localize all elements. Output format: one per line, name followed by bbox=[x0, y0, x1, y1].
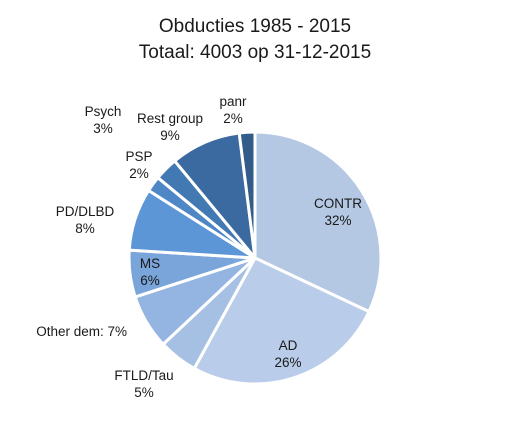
pie-labels: CONTR 32% AD 26% FTLD/Tau 5% Other dem: 7% MS 6%… bbox=[36, 94, 362, 400]
slice-label-name: FTLD/Tau bbox=[114, 368, 173, 383]
slice-label: panr 2% bbox=[219, 94, 247, 126]
slice-label-name: PSP bbox=[125, 149, 152, 164]
pie-slice-contr bbox=[253, 130, 383, 314]
slice-label-percent: 32% bbox=[324, 213, 351, 228]
slice-label-percent: 26% bbox=[274, 355, 301, 370]
slice-label: AD 26% bbox=[274, 338, 301, 370]
pie-slice-panr bbox=[237, 130, 257, 260]
slice-label-name: MS bbox=[140, 256, 160, 271]
slice-label-percent: 9% bbox=[160, 128, 180, 143]
chart-subtitle: Totaal: 4003 op 31-12-2015 bbox=[139, 42, 371, 63]
slice-label-name: Rest group bbox=[137, 111, 203, 126]
slice-label: Psych 3% bbox=[85, 104, 122, 136]
slice-label-percent: 6% bbox=[140, 273, 160, 288]
slice-label: CONTR 32% bbox=[314, 196, 362, 228]
slice-label-percent: 8% bbox=[75, 221, 95, 236]
chart-title: Obducties 1985 - 2015 bbox=[159, 16, 351, 37]
slice-label-name: panr bbox=[219, 94, 247, 109]
slice-label: Rest group 9% bbox=[137, 111, 203, 143]
slice-label-percent: 3% bbox=[93, 121, 113, 136]
slice-label: Other dem: 7% bbox=[36, 324, 127, 339]
slice-label-name: AD bbox=[279, 338, 298, 353]
pie-slices bbox=[127, 130, 383, 386]
slice-label: PSP 2% bbox=[125, 149, 152, 181]
slice-label: MS 6% bbox=[140, 256, 160, 288]
slice-label-percent: 5% bbox=[134, 385, 154, 400]
slice-label-name: Other dem: 7% bbox=[36, 324, 127, 339]
slice-label-percent: 2% bbox=[223, 111, 243, 126]
slice-label-name: PD/DLBD bbox=[56, 204, 115, 219]
slice-label-name: Psych bbox=[85, 104, 122, 119]
slice-label: FTLD/Tau 5% bbox=[114, 368, 173, 400]
slice-label-percent: 2% bbox=[129, 166, 149, 181]
slice-label-name: CONTR bbox=[314, 196, 362, 211]
slice-label: PD/DLBD 8% bbox=[56, 204, 115, 236]
